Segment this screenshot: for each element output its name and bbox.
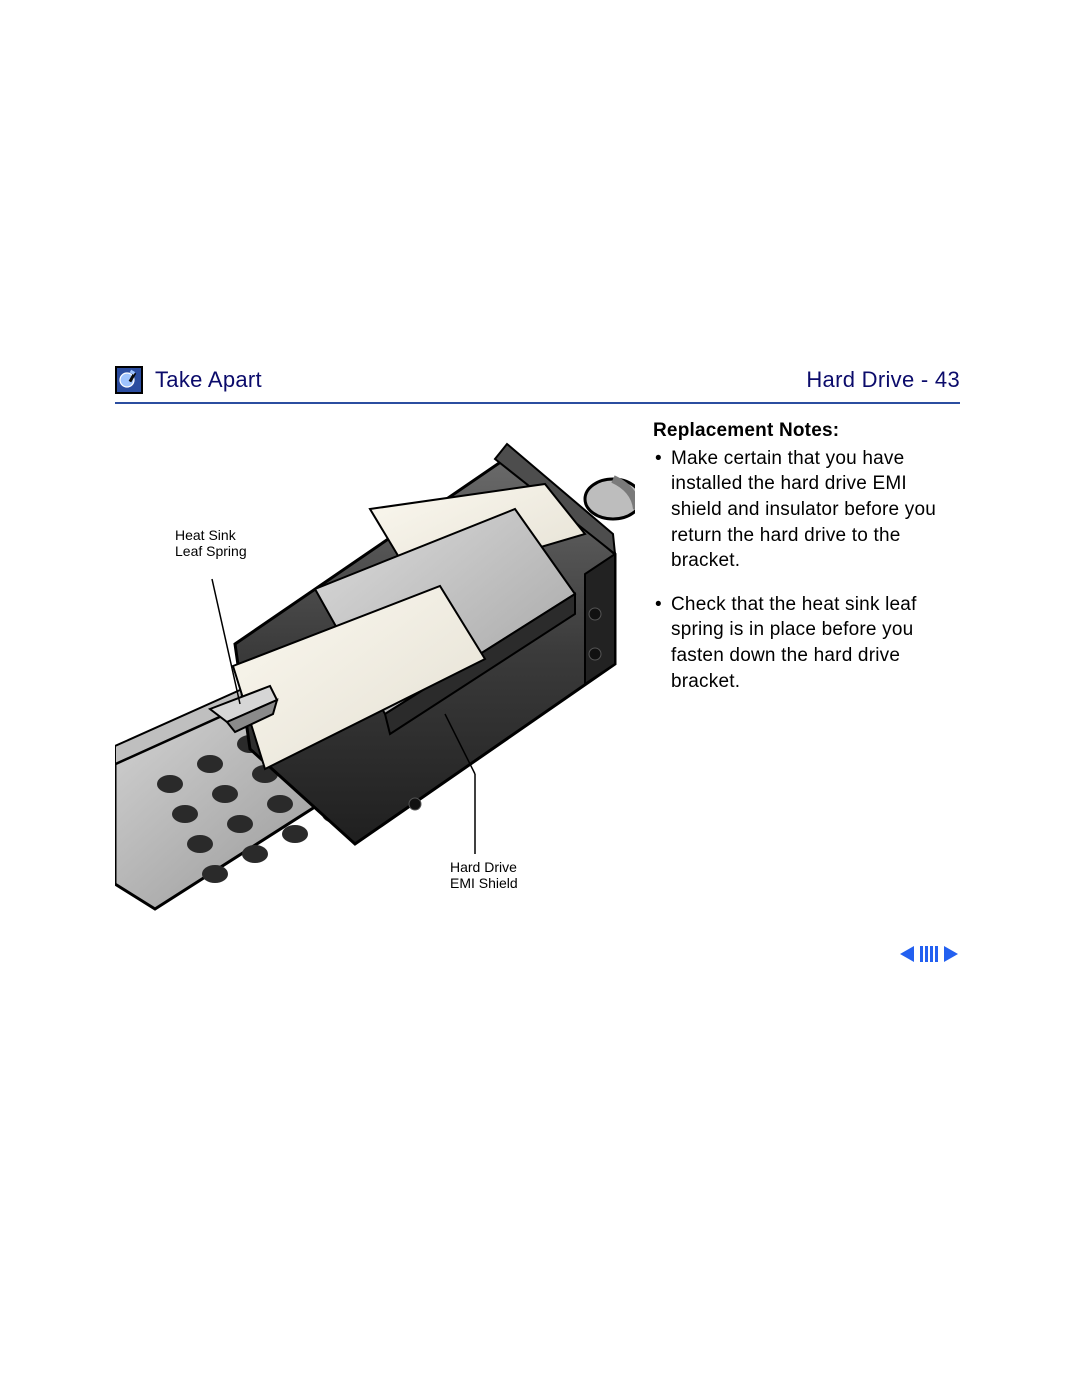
section-title: Take Apart: [155, 367, 262, 393]
pager-indicator: [918, 946, 940, 962]
callout-text: Heat Sink: [175, 527, 236, 543]
list-item: Make certain that you have installed the…: [653, 446, 960, 574]
callout-text: Hard Drive: [450, 859, 517, 875]
callout-text: EMI Shield: [450, 875, 518, 891]
notes-column: Replacement Notes: Make certain that you…: [653, 414, 960, 934]
prev-page-button[interactable]: [898, 944, 916, 964]
content: Take Apart Hard Drive - 43: [115, 364, 960, 934]
callout-heat-sink: Heat Sink Leaf Spring: [175, 527, 247, 559]
header: Take Apart Hard Drive - 43: [115, 364, 960, 396]
page-title: Hard Drive - 43: [806, 367, 960, 393]
body: Heat Sink Leaf Spring Hard Drive EMI Shi…: [115, 414, 960, 934]
callout-emi-shield: Hard Drive EMI Shield: [450, 859, 518, 891]
pager: [898, 944, 960, 964]
notes-list: Make certain that you have installed the…: [653, 446, 960, 695]
next-page-button[interactable]: [942, 944, 960, 964]
hard-drive-figure: Heat Sink Leaf Spring Hard Drive EMI Shi…: [115, 414, 635, 934]
list-item: Check that the heat sink leaf spring is …: [653, 592, 960, 695]
header-left: Take Apart: [115, 366, 262, 394]
callout-text: Leaf Spring: [175, 543, 247, 559]
take-apart-icon: [115, 366, 143, 394]
header-divider: [115, 402, 960, 404]
notes-heading: Replacement Notes:: [653, 418, 960, 444]
page: Take Apart Hard Drive - 43: [0, 0, 1080, 1397]
